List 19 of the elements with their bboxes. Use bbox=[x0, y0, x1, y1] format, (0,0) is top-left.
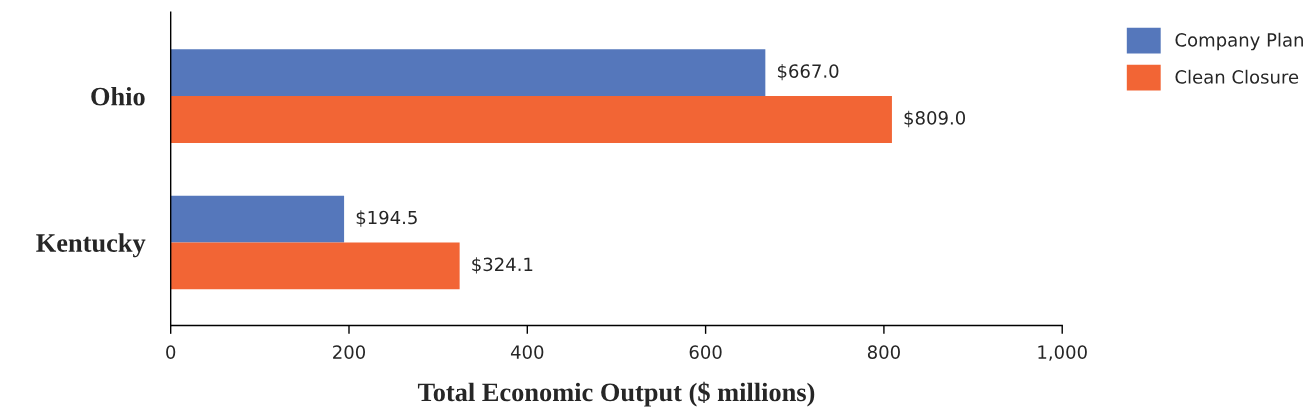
x-tick-label: 0 bbox=[166, 345, 176, 359]
data-label: $194.5 bbox=[356, 210, 417, 227]
x-tick-label: 800 bbox=[867, 345, 900, 359]
data-label: $324.1 bbox=[472, 257, 533, 274]
bar bbox=[170, 195, 345, 243]
legend-label: Clean Closure bbox=[1175, 69, 1299, 84]
data-label: $809.0 bbox=[904, 110, 966, 128]
x-axis-title: Total Economic Output ($ millions) bbox=[417, 381, 815, 407]
y-tick-label: Kentucky bbox=[36, 233, 146, 258]
y-tick-label: Ohio bbox=[91, 86, 145, 106]
bar bbox=[170, 96, 892, 143]
x-tick-label: 600 bbox=[689, 345, 722, 359]
x-tick-label: 400 bbox=[510, 345, 544, 359]
x-tick-label: 1,000 bbox=[1038, 345, 1087, 361]
bar bbox=[170, 49, 766, 97]
x-tick-label: 200 bbox=[333, 345, 366, 359]
legend-label: Company Plan bbox=[1175, 32, 1303, 51]
bar bbox=[170, 242, 460, 290]
data-label: $667.0 bbox=[777, 63, 839, 81]
